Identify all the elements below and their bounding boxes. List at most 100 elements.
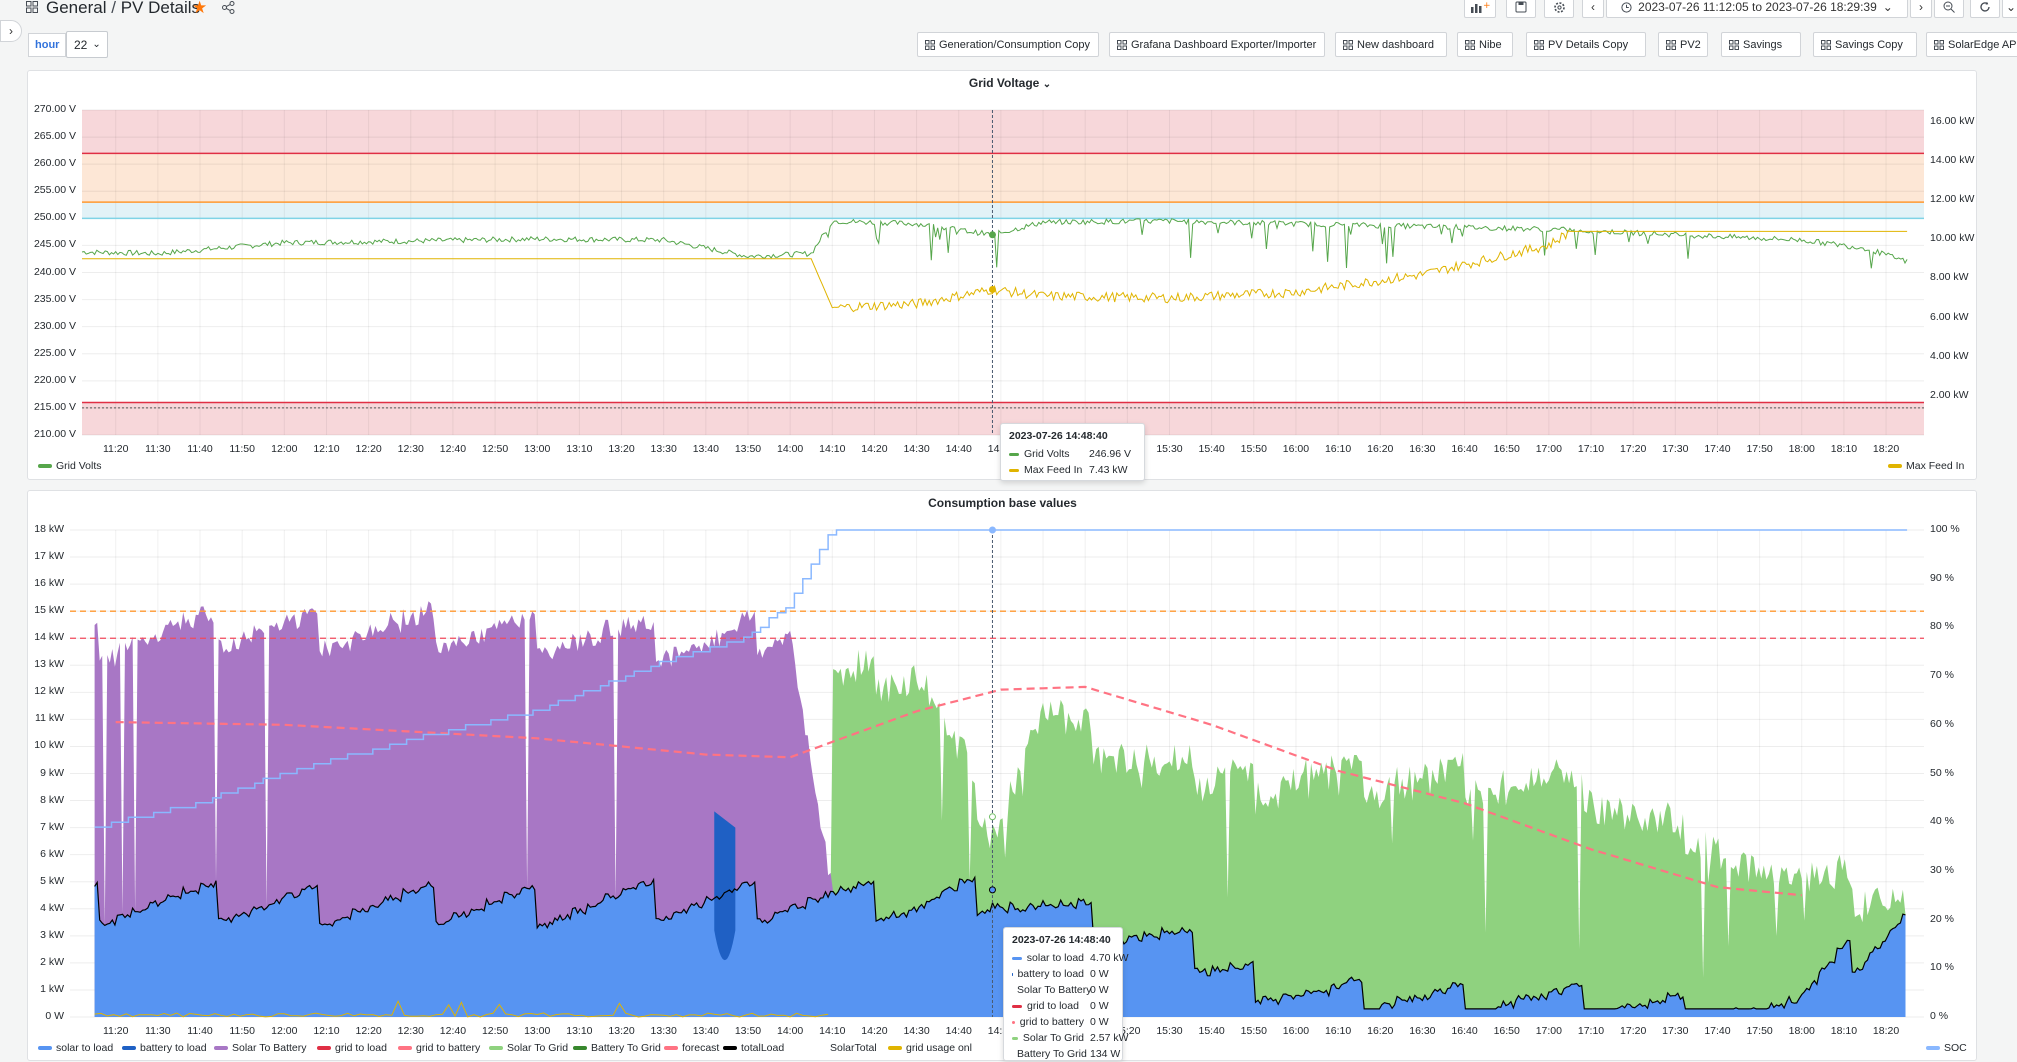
- x-tick-label: 11:40: [180, 1025, 220, 1037]
- x-tick-label: 16:10: [1318, 1025, 1358, 1037]
- x-tick-label: 13:50: [728, 1025, 768, 1037]
- legend-label: grid to battery: [416, 1042, 480, 1054]
- legend-item[interactable]: SolarTotal: [812, 1042, 877, 1054]
- hover-point-solar-to-grid: [989, 814, 995, 820]
- legend-label: totalLoad: [741, 1042, 784, 1054]
- legend-item[interactable]: grid usage onl: [888, 1042, 972, 1054]
- tooltip-series-name: grid to load: [1027, 1000, 1079, 1012]
- legend-item[interactable]: solar to load: [38, 1042, 113, 1054]
- x-tick-label: 12:10: [306, 1025, 346, 1037]
- x-tick-label: 18:00: [1782, 1025, 1822, 1037]
- x-tick-label: 11:20: [96, 1025, 136, 1037]
- x-tick-label: 12:40: [433, 1025, 473, 1037]
- tooltip-series-name: Solar To Battery: [1017, 984, 1092, 996]
- y-tick-label: 20 %: [1930, 913, 1954, 925]
- hover-point-soc: [989, 527, 996, 534]
- y-tick-label: 13 kW: [0, 658, 64, 670]
- legend-item[interactable]: forecast: [664, 1042, 719, 1054]
- x-tick-label: 15:30: [1149, 1025, 1189, 1037]
- hover-point-solar-to-load: [989, 887, 995, 893]
- legend-item[interactable]: grid to battery: [398, 1042, 480, 1054]
- tooltip-series-value: 2.57 kW: [1090, 1032, 1129, 1044]
- y-tick-label: 9 kW: [0, 767, 64, 779]
- y-tick-label: 1 kW: [0, 983, 64, 995]
- y-tick-label: 60 %: [1930, 718, 1954, 730]
- legend-label: grid to load: [335, 1042, 387, 1054]
- y-tick-label: 0 W: [0, 1010, 64, 1022]
- y-tick-label: 4 kW: [0, 902, 64, 914]
- y-tick-label: 14 kW: [0, 631, 64, 643]
- y-tick-label: 0 %: [1930, 1010, 1948, 1022]
- legend-item[interactable]: grid to load: [317, 1042, 387, 1054]
- x-tick-label: 11:30: [138, 1025, 178, 1037]
- x-tick-label: 12:20: [349, 1025, 389, 1037]
- y-tick-label: 100 %: [1930, 523, 1960, 535]
- x-tick-label: 14:10: [812, 1025, 852, 1037]
- legend-soc[interactable]: SOC: [1926, 1042, 1967, 1054]
- y-tick-label: 12 kW: [0, 685, 64, 697]
- legend-swatch: [38, 1046, 52, 1050]
- legend-item[interactable]: totalLoad: [723, 1042, 784, 1054]
- y-tick-label: 10 kW: [0, 739, 64, 751]
- x-tick-label: 13:40: [686, 1025, 726, 1037]
- y-tick-label: 10 %: [1930, 961, 1954, 973]
- y-tick-label: 16 kW: [0, 577, 64, 589]
- legend-label: Solar To Grid: [507, 1042, 568, 1054]
- legend-swatch: [317, 1046, 331, 1050]
- tooltip-series-value: 0 W: [1090, 984, 1109, 996]
- x-tick-label: 16:20: [1360, 1025, 1400, 1037]
- y-tick-label: 90 %: [1930, 572, 1954, 584]
- tooltip-series-value: 0 W: [1090, 968, 1109, 980]
- x-tick-label: 13:00: [517, 1025, 557, 1037]
- legend-label: solar to load: [56, 1042, 113, 1054]
- y-tick-label: 30 %: [1930, 864, 1954, 876]
- y-tick-label: 3 kW: [0, 929, 64, 941]
- tooltip-series-name: Battery To Grid: [1017, 1048, 1087, 1060]
- legend-swatch: [664, 1046, 678, 1050]
- y-tick-label: 8 kW: [0, 794, 64, 806]
- y-tick-label: 2 kW: [0, 956, 64, 968]
- legend-swatch: [812, 1046, 826, 1050]
- tooltip-series-name: grid to battery: [1020, 1016, 1084, 1028]
- y-tick-label: 15 kW: [0, 604, 64, 616]
- legend-swatch: [573, 1046, 587, 1050]
- x-tick-label: 18:20: [1866, 1025, 1906, 1037]
- x-tick-label: 16:50: [1487, 1025, 1527, 1037]
- legend-item[interactable]: Battery To Grid: [573, 1042, 661, 1054]
- tooltip-swatch: [1012, 1005, 1022, 1008]
- legend-item[interactable]: battery to load: [122, 1042, 207, 1054]
- tooltip-swatch: [1012, 957, 1022, 960]
- y-tick-label: 17 kW: [0, 550, 64, 562]
- tooltip-swatch: [1012, 1021, 1015, 1024]
- legend-item[interactable]: Solar To Grid: [489, 1042, 568, 1054]
- legend-label: grid usage onl: [906, 1042, 972, 1054]
- tooltip-series-value: 134 W: [1090, 1048, 1120, 1060]
- tooltip-swatch: [1012, 1037, 1018, 1040]
- legend-swatch: [723, 1046, 737, 1050]
- x-tick-label: 12:30: [391, 1025, 431, 1037]
- legend-label: battery to load: [140, 1042, 207, 1054]
- x-tick-label: 16:40: [1445, 1025, 1485, 1037]
- legend-label: SolarTotal: [830, 1042, 877, 1054]
- y-tick-label: 5 kW: [0, 875, 64, 887]
- x-tick-label: 16:30: [1402, 1025, 1442, 1037]
- x-tick-label: 12:50: [475, 1025, 515, 1037]
- x-tick-label: 14:30: [897, 1025, 937, 1037]
- tooltip-time: 2023-07-26 14:48:40: [1012, 934, 1114, 946]
- tooltip-series-value: 0 W: [1090, 1000, 1109, 1012]
- legend-swatch: [122, 1046, 136, 1050]
- x-tick-label: 15:50: [1234, 1025, 1274, 1037]
- x-tick-label: 11:50: [222, 1025, 262, 1037]
- legend-label: Solar To Battery: [232, 1042, 307, 1054]
- x-tick-label: 12:00: [264, 1025, 304, 1037]
- y-tick-label: 11 kW: [0, 712, 64, 724]
- y-tick-label: 6 kW: [0, 848, 64, 860]
- legend-swatch: [398, 1046, 412, 1050]
- legend-item[interactable]: Solar To Battery: [214, 1042, 307, 1054]
